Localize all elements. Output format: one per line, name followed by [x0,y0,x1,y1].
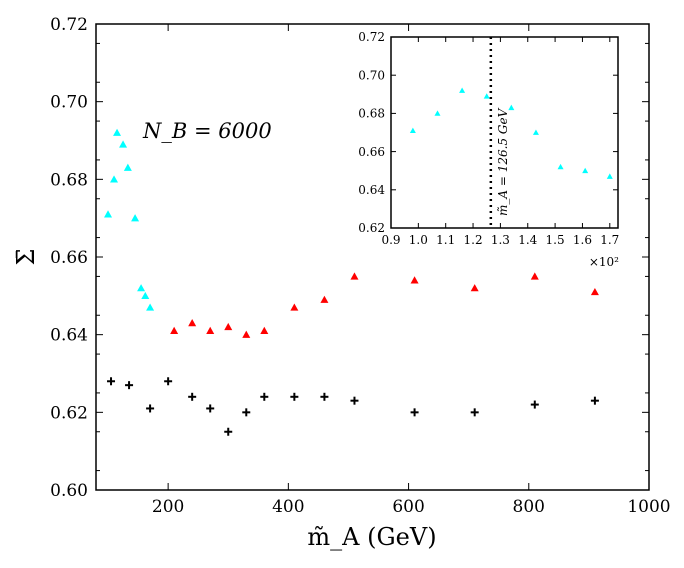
inset-x-tick-label: 1.0 [409,233,428,247]
data-point [131,214,140,222]
inset-data-point [483,93,490,99]
data-point [260,392,269,401]
inset-data-point [582,167,589,174]
inset-data-point [508,104,515,111]
data-point [530,400,539,409]
data-point [164,377,173,386]
data-point [119,140,128,148]
inset-y-tick-label: 0.66 [358,145,385,159]
data-point [410,276,419,284]
data-point [206,404,215,413]
data-point [224,322,233,331]
inset-x-tick-label: 1.4 [518,233,537,247]
inset-plot: 0.9 1.0 1.1 1.2 1.3 1.4 1.5 1.6 1.7 0.62 0.64 0.66 0… [358,30,619,269]
data-point [290,303,299,311]
data-point [470,408,479,417]
data-point [290,392,299,401]
data-point [107,377,116,386]
data-point [590,287,599,296]
inset-y-tick-label: 0.68 [358,107,385,121]
data-point [530,272,539,280]
data-point [188,319,197,327]
inset-plot-frame [390,36,619,229]
x-tick-label: 800 [513,497,545,517]
inset-x-scale-label: ×10² [589,255,619,269]
y-axis-title: Σ̄ [12,249,40,266]
inset-data-point [409,127,416,133]
y-tick-label: 0.60 [50,481,88,501]
inset-y-tick-label: 0.64 [358,183,385,197]
x-tick-label: 1000 [627,497,670,517]
inset-y-tick-label: 0.62 [358,221,385,235]
sample-size-annotation: N_B = 6000 [142,119,272,143]
y-tick-label: 0.66 [50,248,88,268]
inset-x-tick-label: 1.1 [436,233,455,247]
data-point [242,408,251,417]
data-point [146,303,155,311]
data-point [320,392,329,401]
inset-x-tick-label: 1.7 [600,233,619,247]
data-point [320,295,329,303]
data-point [137,284,146,292]
data-point [188,392,197,401]
data-point [104,210,113,218]
x-tick-label: 400 [272,497,304,517]
inset-x-tick-label: 1.2 [464,233,483,247]
data-point [113,128,122,136]
x-tick-label: 200 [152,497,184,517]
data-point [206,326,215,334]
data-point [350,396,359,405]
inset-data-point [459,87,466,93]
y-tick-label: 0.62 [50,403,88,423]
data-point [224,427,233,436]
inset-data-point [434,110,441,116]
data-point [146,404,155,413]
inset-data-point [606,173,613,179]
data-point [260,326,269,334]
inset-data-point [557,163,564,170]
inset-reference-line-label: m̃_A = 126.5 GeV [496,107,510,216]
data-point [350,272,359,280]
inset-x-tick-label: 1.6 [573,233,592,247]
y-tick-label: 0.70 [50,93,88,113]
x-tick-label: 600 [392,497,424,517]
y-tick-label: 0.72 [50,15,88,35]
data-point [110,175,119,183]
inset-y-tick-label: 0.72 [358,30,385,44]
inset-data-point [532,129,539,135]
data-point [590,396,599,405]
data-point [410,408,419,417]
data-point [123,163,132,171]
x-axis-title: m̃_A (GeV) [307,523,436,551]
inset-x-tick-label: 0.9 [381,233,400,247]
data-point [470,284,479,292]
data-point [141,291,150,300]
inset-x-tick-label: 1.3 [491,233,510,247]
y-tick-label: 0.64 [50,326,88,346]
data-point [170,326,179,334]
data-point [242,330,251,338]
y-tick-label: 0.68 [50,170,88,190]
inset-y-tick-label: 0.70 [358,68,385,82]
inset-x-tick-label: 1.5 [546,233,565,247]
data-point [125,381,134,390]
